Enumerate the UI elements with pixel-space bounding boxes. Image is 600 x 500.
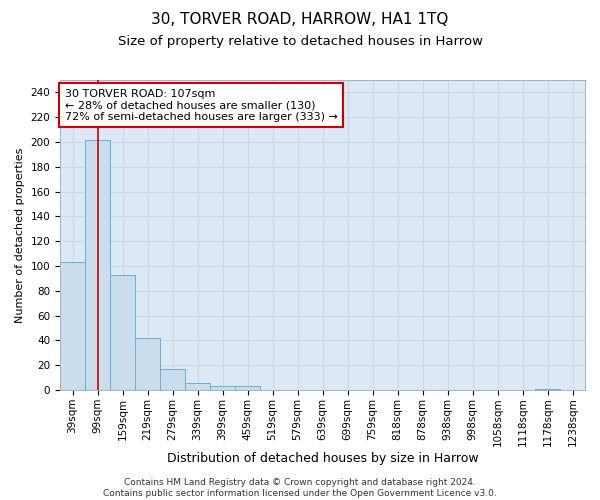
Bar <box>235 386 260 390</box>
Bar <box>85 140 110 390</box>
Bar <box>535 389 560 390</box>
Text: 30 TORVER ROAD: 107sqm
← 28% of detached houses are smaller (130)
72% of semi-de: 30 TORVER ROAD: 107sqm ← 28% of detached… <box>65 88 338 122</box>
Bar <box>210 386 235 390</box>
Y-axis label: Number of detached properties: Number of detached properties <box>15 148 25 322</box>
Bar <box>185 382 210 390</box>
Text: 30, TORVER ROAD, HARROW, HA1 1TQ: 30, TORVER ROAD, HARROW, HA1 1TQ <box>151 12 449 28</box>
Bar <box>135 338 160 390</box>
Bar <box>160 369 185 390</box>
Bar <box>60 262 85 390</box>
X-axis label: Distribution of detached houses by size in Harrow: Distribution of detached houses by size … <box>167 452 478 465</box>
Text: Contains HM Land Registry data © Crown copyright and database right 2024.
Contai: Contains HM Land Registry data © Crown c… <box>103 478 497 498</box>
Bar <box>110 274 135 390</box>
Text: Size of property relative to detached houses in Harrow: Size of property relative to detached ho… <box>118 35 482 48</box>
